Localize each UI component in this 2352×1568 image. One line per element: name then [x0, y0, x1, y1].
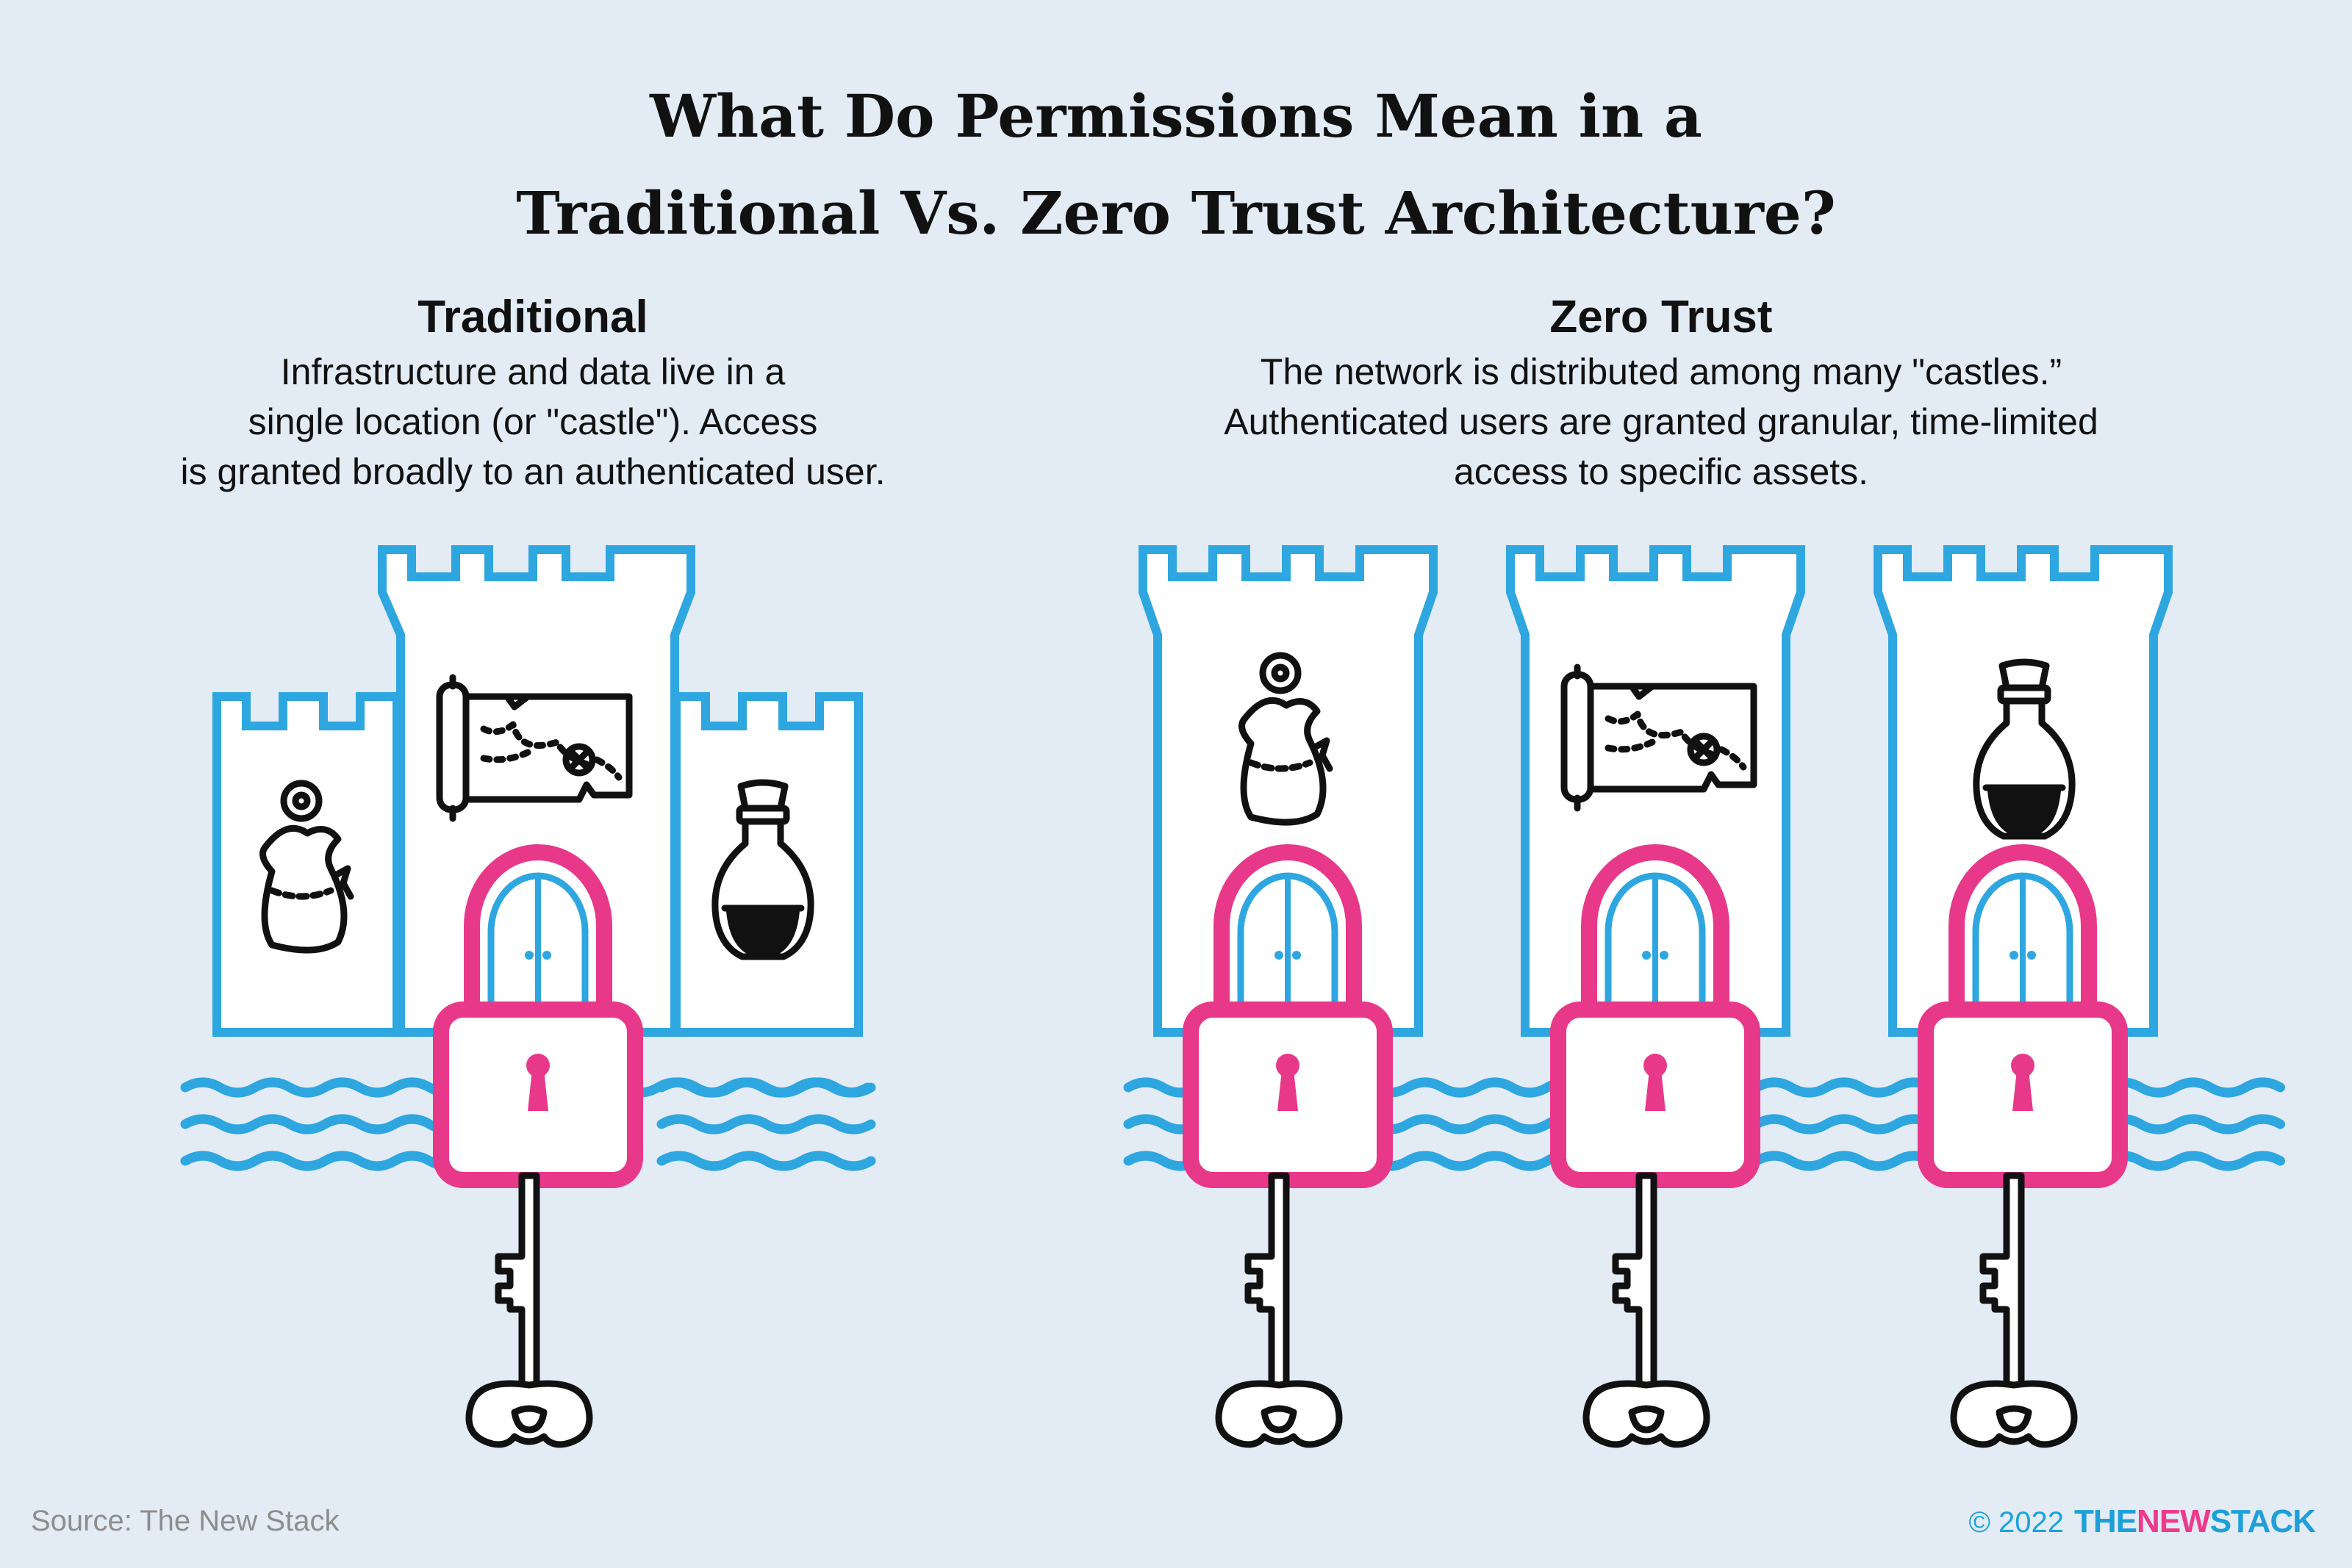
- traditional-desc-1: Infrastructure and data live in a: [280, 351, 786, 392]
- source-note: Source: The New Stack: [31, 1505, 340, 1537]
- traditional-desc-3: is granted broadly to an authenticated u…: [180, 451, 886, 492]
- padlock-icon: [1558, 852, 1752, 1180]
- zero-trust-desc-1: The network is distributed among many "c…: [1260, 351, 2062, 392]
- title-line-2: Traditional Vs. Zero Trust Architecture?: [516, 179, 1836, 248]
- padlock-icon: [441, 852, 635, 1180]
- padlock-icon: [1926, 852, 2120, 1180]
- traditional-heading: Traditional: [417, 292, 648, 342]
- footer-credit: © 2022 THENEWSTACK: [1968, 1503, 2316, 1540]
- logo-part-the: THE: [2074, 1503, 2137, 1539]
- copyright-text: © 2022: [1968, 1506, 2065, 1539]
- padlock-icon: [1191, 852, 1385, 1180]
- the-new-stack-logo: THENEWSTACK: [2074, 1503, 2316, 1540]
- traditional-desc-2: single location (or "castle"). Access: [248, 401, 818, 442]
- zero-trust-castles-illustration: [1123, 545, 2285, 1445]
- traditional-castle-illustration: [185, 545, 876, 1445]
- zero-trust-desc-3: access to specific assets.: [1453, 451, 1869, 492]
- key-icon: [1586, 1176, 1707, 1445]
- logo-part-stack: STACK: [2209, 1503, 2316, 1539]
- page-title: What Do Permissions Mean in a Traditiona…: [0, 68, 2352, 262]
- key-icon: [1954, 1176, 2074, 1445]
- key-icon: [469, 1176, 589, 1445]
- zero-trust-desc-2: Authenticated users are granted granular…: [1224, 401, 2098, 442]
- traditional-header: Traditional Infrastructure and data live…: [92, 288, 974, 497]
- title-line-1: What Do Permissions Mean in a: [650, 82, 1702, 151]
- zero-trust-header: Zero Trust The network is distributed am…: [1147, 288, 2176, 497]
- key-icon: [1219, 1176, 1339, 1445]
- water-waves-icon: [656, 1077, 876, 1171]
- logo-part-new: NEW: [2137, 1503, 2211, 1539]
- castle-icon: [378, 545, 695, 1037]
- zero-trust-heading: Zero Trust: [1549, 292, 1773, 342]
- castle-icon: [212, 692, 401, 1037]
- castle-icon: [672, 692, 863, 1037]
